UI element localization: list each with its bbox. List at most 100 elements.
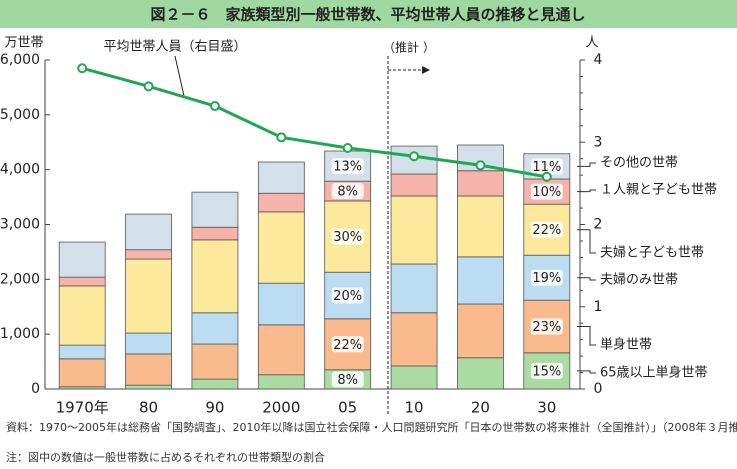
bar-segment xyxy=(390,173,438,197)
bar-segment xyxy=(125,258,172,334)
share-label-bg xyxy=(530,183,563,200)
legend-label: 単身世帯 xyxy=(600,337,652,353)
projection-arrowhead xyxy=(422,66,430,74)
bar-segment xyxy=(58,358,106,388)
x-tick-label: 05 xyxy=(338,399,357,417)
bar-segment xyxy=(390,195,438,265)
y-tick-label: 6,000 xyxy=(0,52,40,68)
y-tick-label: 3,000 xyxy=(0,217,40,233)
bar-segment xyxy=(191,191,239,228)
y-tick-label: 2,000 xyxy=(0,271,40,287)
avg-point xyxy=(209,101,220,112)
x-tick-label: 80 xyxy=(139,399,158,417)
share-label-bg xyxy=(331,287,364,304)
y2-tick-label: 0 xyxy=(594,381,603,397)
share-label-bg xyxy=(331,371,364,388)
bar-segment xyxy=(257,192,305,213)
legend-label: 65歳以上単身世帯 xyxy=(600,365,708,381)
share-label-bg xyxy=(530,362,563,379)
bar-segment xyxy=(125,249,172,260)
avg-point xyxy=(77,63,88,74)
bar-segment xyxy=(191,343,239,380)
legend-label: その他の世帯 xyxy=(600,156,678,171)
bar-segment xyxy=(257,282,305,326)
share-label: 22% xyxy=(532,223,561,238)
share-label: 22% xyxy=(333,338,362,353)
bar-segment xyxy=(58,344,106,360)
bar-segment xyxy=(457,256,504,305)
legend-label: １人親と子ども世帯 xyxy=(600,183,717,198)
avg-point xyxy=(276,132,287,143)
avg-point xyxy=(475,160,486,171)
share-label-bg xyxy=(331,158,364,175)
y2-tick-label: 4 xyxy=(594,52,603,68)
bar-segment xyxy=(58,241,106,278)
y-tick-label: 4,000 xyxy=(0,162,40,178)
bar-segment xyxy=(125,332,172,355)
y-tick-label: 0 xyxy=(31,381,40,397)
share-label: 30% xyxy=(333,230,362,245)
bar-segment xyxy=(191,226,239,241)
share-label: 23% xyxy=(532,320,561,335)
y-tick-label: 5,000 xyxy=(0,107,40,123)
legend-connector xyxy=(577,189,596,193)
legend-connector xyxy=(577,370,596,374)
bar-segment xyxy=(457,357,504,390)
bar-segment xyxy=(390,263,438,314)
share-label-bg xyxy=(530,158,563,175)
y2-tick-label: 3 xyxy=(594,134,603,150)
chart: 図２－６ 家族類型別一般世帯数、平均世帯人員の推移と見通し 万世帯 人 （推計 … xyxy=(0,0,737,417)
bar-segment xyxy=(125,353,172,386)
share-label: 8% xyxy=(337,185,358,200)
bar-segment xyxy=(390,365,438,390)
avg-point xyxy=(342,143,353,154)
source-note: 資料：1970～2005年は総務省「国勢調査」、2010年以降は国立社会保障・人… xyxy=(6,421,737,434)
title-band xyxy=(0,0,737,28)
footnote: 注：図中の数値は一般世帯数に占めるそれぞれの世帯類型の割合 xyxy=(6,451,325,464)
share-label: 8% xyxy=(337,373,358,388)
bar-segment xyxy=(457,303,504,359)
share-label-bg xyxy=(331,183,364,200)
bar-segment xyxy=(58,285,106,346)
share-label: 20% xyxy=(333,289,362,304)
share-label: 15% xyxy=(532,364,561,379)
bar-segment xyxy=(257,161,305,194)
bar-segment xyxy=(457,195,504,258)
bar-segment xyxy=(390,312,438,367)
share-label: 13% xyxy=(333,160,362,175)
x-tick-label: 30 xyxy=(537,399,556,417)
bar-segment xyxy=(58,276,106,287)
avg-line xyxy=(81,66,548,179)
legend-label: 夫婦と子ども世帯 xyxy=(600,245,704,261)
avg-point xyxy=(541,171,552,182)
avg-point xyxy=(409,151,420,162)
share-label-bg xyxy=(530,221,563,238)
bar-segment xyxy=(457,170,504,197)
bar-segment xyxy=(125,213,172,251)
line-annotation: 平均世帯人員（右目盛） xyxy=(103,40,246,55)
x-tick-label: 2000 xyxy=(262,399,300,417)
legend-connector xyxy=(577,229,596,254)
bar-segment xyxy=(125,384,172,390)
bar-segment xyxy=(191,378,239,390)
legend-connector xyxy=(577,277,596,281)
y2-axis-label: 人 xyxy=(585,36,598,51)
y-axis-label: 万世帯 xyxy=(4,36,43,51)
share-label-bg xyxy=(530,269,563,286)
bar-segment xyxy=(257,211,305,284)
y2-tick-label: 2 xyxy=(594,217,603,233)
bar-segment xyxy=(191,239,239,314)
share-label-bg xyxy=(331,228,364,245)
legend-connector xyxy=(577,325,596,346)
x-tick-label: 20 xyxy=(471,399,490,417)
x-tick-label: 10 xyxy=(405,399,424,417)
share-label: 11% xyxy=(532,160,561,175)
share-label: 19% xyxy=(532,271,561,286)
share-label: 10% xyxy=(532,185,561,200)
x-tick-label: 90 xyxy=(205,399,224,417)
avg-point xyxy=(143,81,154,92)
y2-tick-label: 1 xyxy=(594,299,603,315)
annotation-pointer xyxy=(174,55,185,97)
bar-segment xyxy=(257,374,305,390)
